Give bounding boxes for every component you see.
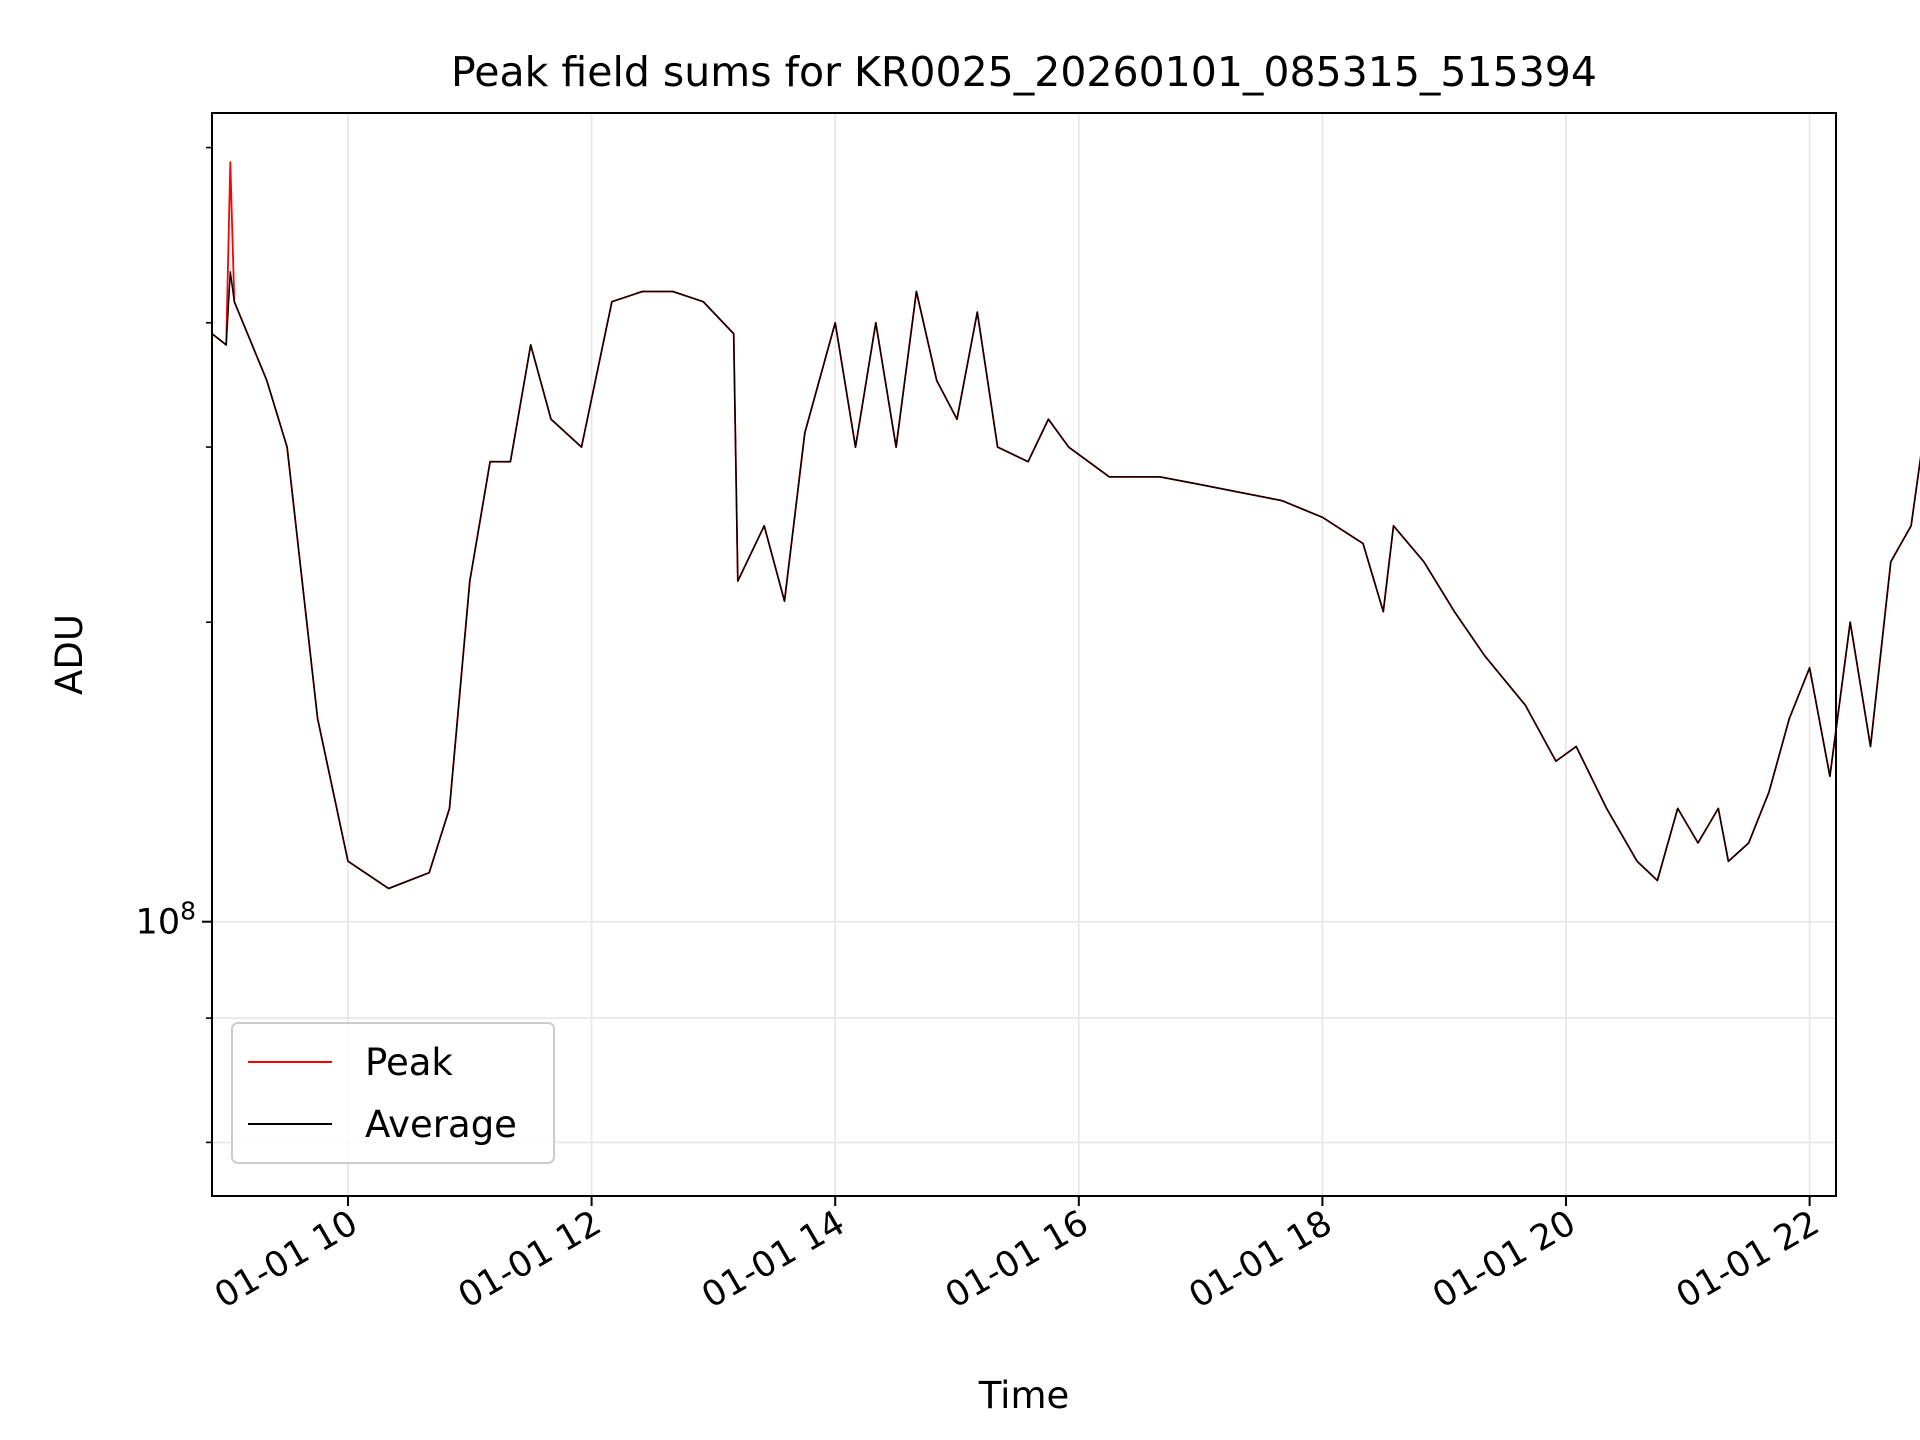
y-tick-label-exponent: 8 xyxy=(180,897,196,926)
legend-label-peak: Peak xyxy=(365,1041,453,1084)
axes-frame xyxy=(211,112,1837,1197)
series-line-average xyxy=(211,271,1920,890)
legend: Peak Average xyxy=(231,1022,555,1164)
legend-box xyxy=(231,1022,555,1164)
legend-label-average: Average xyxy=(365,1103,517,1146)
y-tick-label-base: 10 xyxy=(136,903,181,943)
grid xyxy=(212,113,1836,1196)
chart-title: Peak field sums for KR0025_20260101_0853… xyxy=(451,48,1597,96)
y-axis-label: ADU xyxy=(48,614,91,695)
series-lines xyxy=(211,161,1920,890)
x-axis-label: Time xyxy=(978,1374,1070,1417)
y-tick-label: 108 xyxy=(136,897,196,943)
